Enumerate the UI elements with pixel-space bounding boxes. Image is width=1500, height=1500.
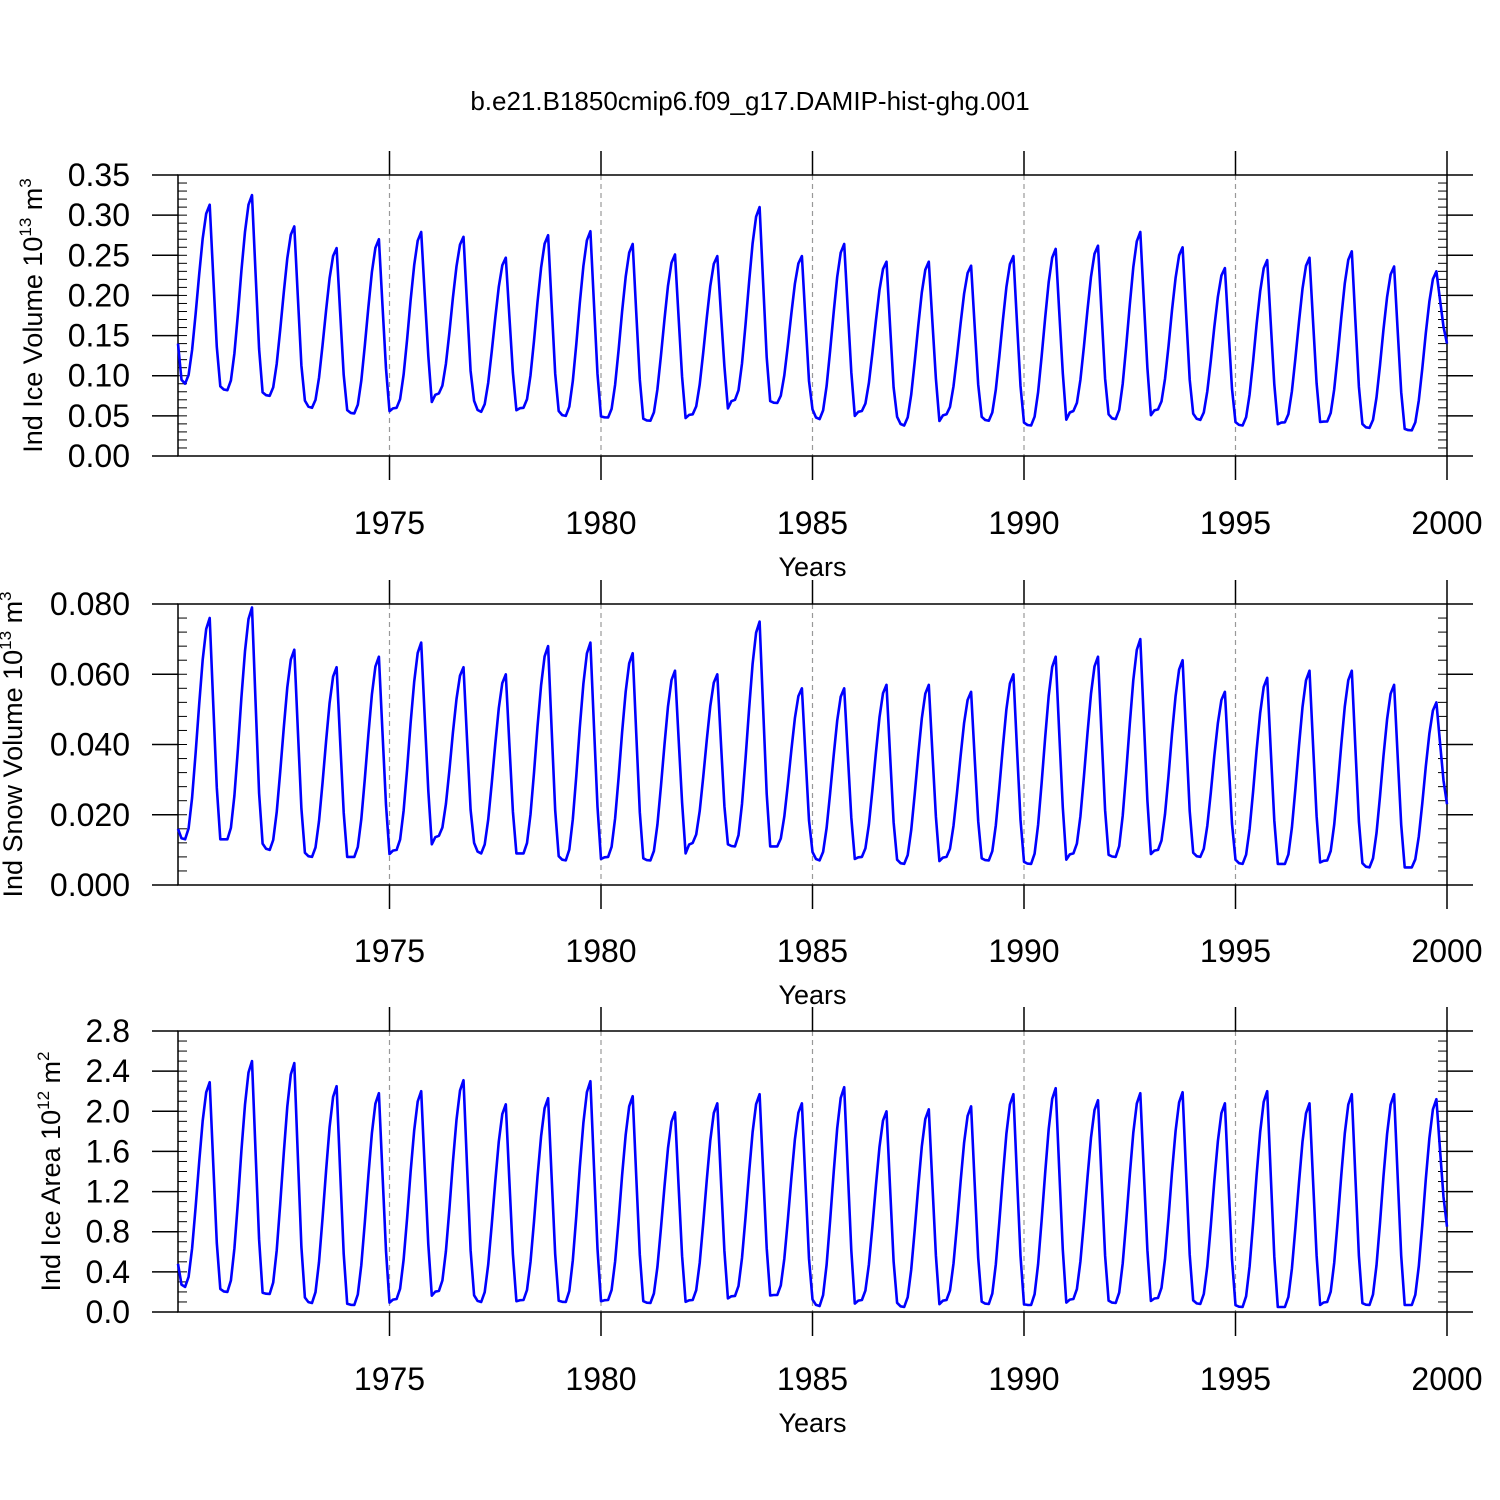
y-tick-label: 0.25 [68, 237, 130, 273]
series-line [176, 193, 1449, 432]
x-tick-label: 1980 [565, 1361, 636, 1397]
y-axis-label-text: Ind Snow Volume 10 [0, 650, 28, 898]
y-axis-label-text: m [18, 188, 48, 218]
y-tick-label: 1.6 [86, 1133, 130, 1169]
y-axis-label-superscript: 13 [0, 631, 15, 650]
y-axis-label-text: Ind Ice Area 10 [36, 1110, 66, 1292]
y-tick-label: 0.30 [68, 197, 130, 233]
x-tick-label: 1995 [1200, 933, 1271, 969]
y-axis-label: Ind Ice Area 1012 m2 [34, 1051, 66, 1291]
x-tick-label: 1980 [565, 933, 636, 969]
y-tick-label: 0.20 [68, 277, 130, 313]
y-tick-label: 0.020 [50, 797, 130, 833]
y-tick-label: 1.2 [86, 1174, 130, 1210]
y-tick-label: 0.080 [50, 586, 130, 622]
panel-3: 1975 1980 1985 1990 1995 2000 0.0 0.4 0.8 1.2 1.6 2… [34, 1007, 1483, 1438]
y-axis-label-superscript: 2 [34, 1051, 53, 1060]
x-tick-label: 1975 [354, 1361, 425, 1397]
figure-title: b.e21.B1850cmip6.f09_g17.DAMIP-hist-ghg.… [470, 86, 1029, 116]
y-axis-label-text: m [0, 601, 28, 631]
y-tick-label: 0.000 [50, 867, 130, 903]
y-tick-label: 0.040 [50, 727, 130, 763]
x-tick-label: 1980 [565, 505, 636, 541]
panels: 1975 1980 1985 1990 1995 2000 0.00 0.05 0.10 0.15… [0, 151, 1483, 1438]
series-line [176, 1059, 1449, 1309]
y-tick-label: 0.15 [68, 318, 130, 354]
series-line [176, 606, 1449, 869]
y-tick-label: 0.35 [68, 157, 130, 193]
x-tick-label: 1985 [777, 933, 848, 969]
x-tick-label: 1990 [988, 1361, 1059, 1397]
y-axis-label-superscript: 3 [16, 178, 35, 187]
x-tick-label: 1990 [988, 505, 1059, 541]
x-tick-label: 2000 [1411, 1361, 1482, 1397]
panel-1: 1975 1980 1985 1990 1995 2000 0.00 0.05 0.10 0.15… [16, 151, 1483, 582]
x-tick-label: 1985 [777, 1361, 848, 1397]
x-tick-label: 1990 [988, 933, 1059, 969]
y-tick-label: 0.4 [86, 1254, 130, 1290]
x-tick-label: 2000 [1411, 933, 1482, 969]
x-axis-label: Years [778, 552, 846, 582]
y-tick-label: 2.4 [86, 1053, 130, 1089]
y-tick-label: 0.05 [68, 398, 130, 434]
y-axis-label-text: Ind Ice Volume 10 [18, 237, 48, 453]
panel-2: 1975 1980 1985 1990 1995 2000 0.000 0.020 0.040 0… [0, 580, 1483, 1010]
x-axis-label: Years [778, 1408, 846, 1438]
x-tick-label: 1995 [1200, 1361, 1271, 1397]
y-tick-label: 0.00 [68, 438, 130, 474]
y-tick-label: 0.10 [68, 358, 130, 394]
x-tick-label: 1975 [354, 933, 425, 969]
y-axis-label-superscript: 13 [16, 218, 35, 237]
y-tick-label: 0.0 [86, 1294, 130, 1330]
y-tick-label: 0.060 [50, 656, 130, 692]
y-axis-label-superscript: 12 [34, 1091, 53, 1110]
y-tick-label: 2.8 [86, 1013, 130, 1049]
x-tick-label: 1985 [777, 505, 848, 541]
x-axis-label: Years [778, 980, 846, 1010]
x-tick-label: 2000 [1411, 505, 1482, 541]
x-tick-label: 1995 [1200, 505, 1271, 541]
y-axis-label-superscript: 3 [0, 591, 15, 600]
y-axis-label-text: m [36, 1061, 66, 1091]
y-tick-label: 0.8 [86, 1214, 130, 1250]
y-axis-label: Ind Snow Volume 1013 m3 [0, 591, 28, 897]
y-tick-label: 2.0 [86, 1093, 130, 1129]
y-axis-label: Ind Ice Volume 1013 m3 [16, 178, 48, 453]
x-tick-label: 1975 [354, 505, 425, 541]
